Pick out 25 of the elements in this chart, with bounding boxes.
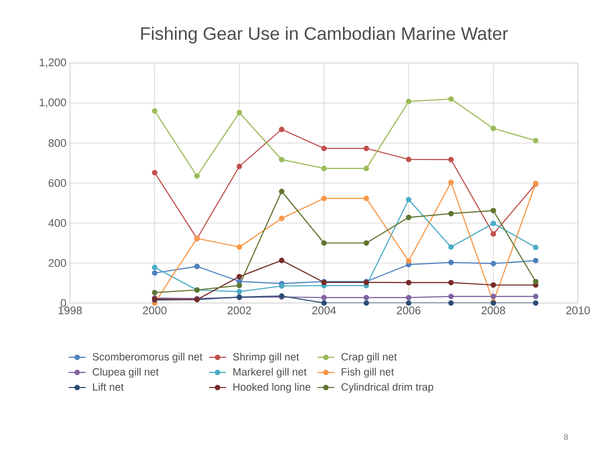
x-tick-label: 2006 (396, 306, 420, 314)
x-tick-label: 2000 (142, 306, 166, 314)
legend-label: Cylindrical drim trap (341, 382, 434, 393)
legend-label: Scomberomorus gill net (92, 352, 202, 363)
legend-label: Hooked long line (233, 382, 310, 393)
x-tick-label: 2002 (228, 306, 252, 314)
x-tick-label: 2008 (482, 306, 506, 314)
x-tick-label: 2004 (312, 306, 336, 314)
legend-label: Crap gill net (341, 352, 397, 363)
legend-label: Lift net (93, 382, 124, 391)
y-tick-label: 600 (48, 179, 66, 187)
y-tick-label: 0 (60, 299, 66, 307)
y-tick-label: 1,000 (40, 98, 66, 108)
y-tick-label: 200 (48, 259, 66, 267)
y-tick-label: 1,200 (40, 58, 66, 68)
legend-label: Fish gill net (342, 368, 394, 378)
legend-label: Markerel gill net (233, 368, 307, 378)
y-tick-label: 400 (48, 219, 66, 227)
legend-label: Shrimp gill net (233, 352, 300, 363)
x-tick-label: 1998 (58, 306, 82, 314)
text: 8 (564, 434, 568, 440)
y-tick-label: 800 (48, 139, 66, 147)
chart-title: Fishing Gear Use in Cambodian Marine Water (141, 26, 508, 44)
legend-label: Clupea gill net (92, 368, 159, 378)
x-tick-label: 2010 (566, 306, 590, 314)
